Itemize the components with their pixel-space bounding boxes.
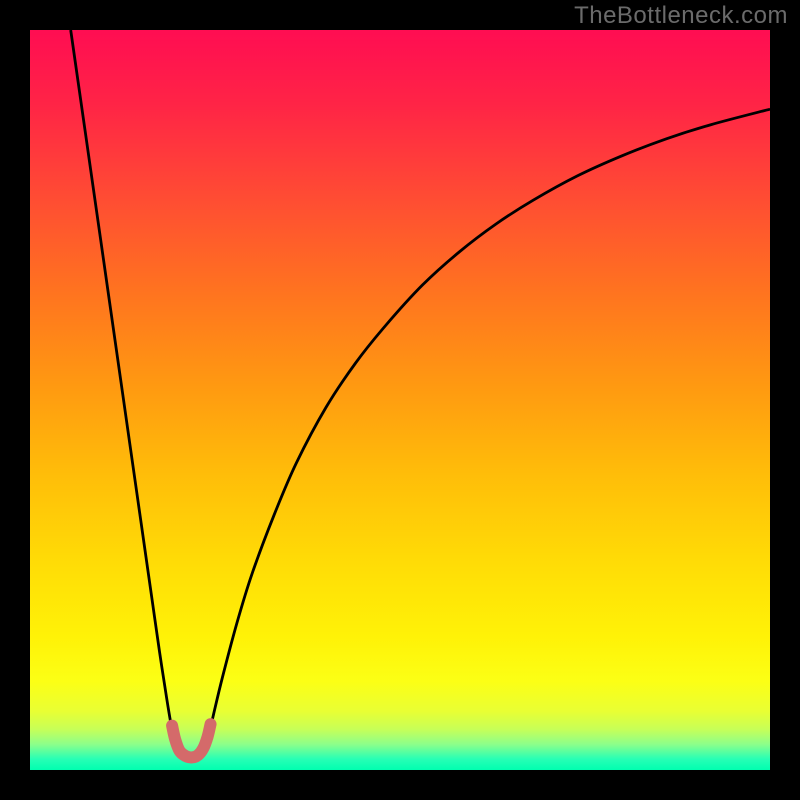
bottleneck-chart: [0, 0, 800, 800]
watermark-text: TheBottleneck.com: [574, 2, 788, 30]
chart-stage: TheBottleneck.com: [0, 0, 800, 800]
